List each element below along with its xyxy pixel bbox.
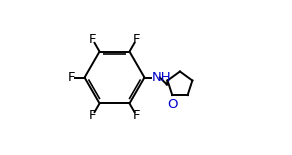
Text: F: F bbox=[132, 108, 140, 122]
Text: O: O bbox=[167, 98, 178, 111]
Text: F: F bbox=[132, 33, 140, 46]
Text: NH: NH bbox=[152, 71, 171, 84]
Text: F: F bbox=[89, 108, 97, 122]
Text: F: F bbox=[89, 33, 97, 46]
Text: F: F bbox=[67, 71, 75, 84]
